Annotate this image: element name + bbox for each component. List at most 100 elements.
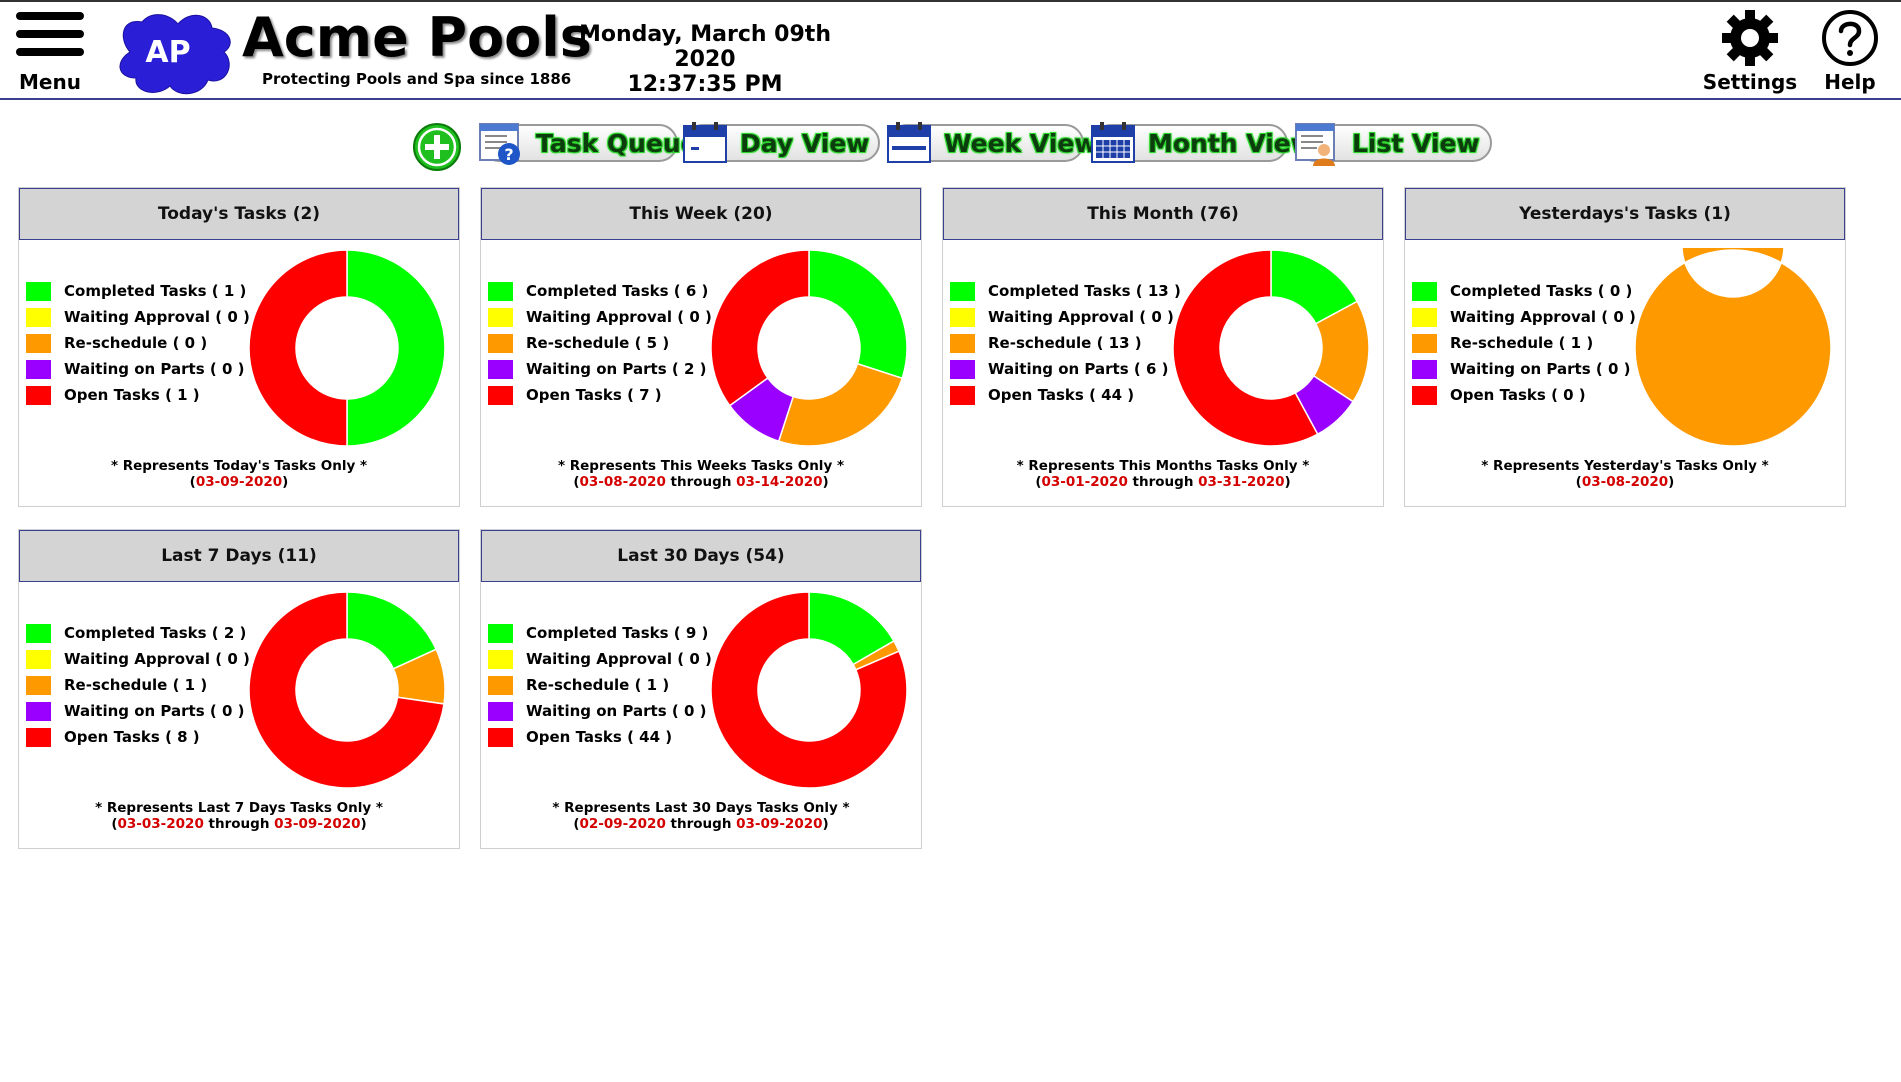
card-title[interactable]: This Week (20) — [481, 188, 921, 240]
legend-swatch — [488, 282, 513, 301]
legend-label: Re-schedule ( 1 ) — [64, 676, 208, 694]
card-date-range: (03-08-2020) — [1575, 474, 1675, 490]
range-end: 03-09-2020 — [274, 816, 361, 832]
legend-count: ( 9 ) — [673, 624, 709, 642]
legend-count: ( 0 ) — [172, 334, 208, 352]
legend-swatch — [1412, 386, 1437, 405]
legend-swatch — [26, 386, 51, 405]
card-last-7-days: Last 7 Days (11) Completed Tasks ( 2 ) W… — [18, 529, 460, 849]
range-join: through — [1127, 474, 1199, 490]
help-button[interactable]: Help — [1810, 6, 1890, 98]
legend-swatch — [26, 360, 51, 379]
calendar-week-icon — [887, 122, 931, 163]
card-footnote: * Represents This Months Tasks Only * — [1016, 458, 1310, 474]
legend-swatch — [26, 624, 51, 643]
add-task-button[interactable] — [412, 122, 462, 172]
gear-icon — [1722, 10, 1778, 66]
day-view-button[interactable]: Day View — [683, 122, 880, 163]
legend-swatch — [488, 360, 513, 379]
legend-swatch — [950, 282, 975, 301]
legend-count: ( 5 ) — [634, 334, 670, 352]
svg-text:?: ? — [504, 145, 513, 164]
legend-count: ( 0 ) — [1597, 282, 1633, 300]
card-footnote: * Represents Today's Tasks Only * — [110, 458, 368, 474]
donut-slice-completed[interactable] — [808, 249, 908, 380]
donut-slice-reschedule[interactable] — [1634, 248, 1832, 447]
legend-count: ( 1 ) — [172, 676, 208, 694]
settings-label: Settings — [1702, 70, 1798, 94]
donut-slice-open[interactable] — [1172, 249, 1319, 447]
list-view-icon — [1295, 123, 1335, 166]
legend-label: Open Tasks ( 44 ) — [526, 728, 673, 746]
legend-count: ( 6 ) — [673, 282, 709, 300]
card-title[interactable]: Today's Tasks (2) — [19, 188, 459, 240]
card-date-range: (03-01-2020 through 03-31-2020) — [1035, 474, 1291, 490]
menu-button[interactable]: Menu — [14, 12, 86, 96]
donut-slice-open[interactable] — [248, 249, 348, 447]
card-date-range: (03-09-2020) — [189, 474, 289, 490]
legend-count: ( 1 ) — [165, 386, 200, 404]
legend-count: ( 13 ) — [1135, 282, 1181, 300]
legend-label: Waiting Approval ( 0 ) — [526, 308, 712, 326]
legend-swatch — [488, 386, 513, 405]
legend-label: Waiting Approval ( 0 ) — [64, 308, 250, 326]
legend-label: Waiting Approval ( 0 ) — [1450, 308, 1636, 326]
legend-label: Waiting Approval ( 0 ) — [64, 650, 250, 668]
legend-swatch — [950, 360, 975, 379]
legend-label: Re-schedule ( 0 ) — [64, 334, 208, 352]
donut-slice-open[interactable] — [248, 591, 445, 789]
month-view-button[interactable]: Month View — [1091, 122, 1314, 163]
legend-count: ( 0 ) — [1595, 360, 1631, 378]
legend-label: Re-schedule ( 1 ) — [1450, 334, 1594, 352]
range-start: 03-03-2020 — [117, 816, 204, 832]
donut-slice-reschedule[interactable] — [777, 362, 904, 447]
legend-count: ( 2 ) — [211, 624, 247, 642]
legend-label: Waiting Approval ( 0 ) — [526, 650, 712, 668]
donut-slice-completed[interactable] — [346, 249, 446, 447]
card-footnote: * Represents This Weeks Tasks Only * — [558, 458, 844, 474]
settings-button[interactable]: Settings — [1702, 6, 1798, 98]
legend-label: Waiting Approval ( 0 ) — [988, 308, 1174, 326]
donut-chart — [248, 249, 446, 447]
legend-swatch — [488, 728, 513, 747]
card-title[interactable]: Yesterdays's Tasks (1) — [1405, 188, 1845, 240]
legend-count: ( 13 ) — [1096, 334, 1142, 352]
card-this-month: This Month (76) Completed Tasks ( 13 ) W… — [942, 187, 1384, 507]
legend-count: ( 0 ) — [209, 360, 245, 378]
donut-slice-open[interactable] — [710, 249, 810, 407]
logo-text: AP — [145, 35, 190, 70]
menu-bar — [16, 30, 84, 38]
legend-swatch — [950, 308, 975, 327]
legend-swatch — [488, 624, 513, 643]
card-last-30-days: Last 30 Days (54) Completed Tasks ( 9 ) … — [480, 529, 922, 849]
legend-swatch — [1412, 308, 1437, 327]
view-toolbar: ? Task Queue Day View Week View Month — [412, 120, 1492, 172]
range-join: through — [665, 816, 737, 832]
legend-count: ( 44 ) — [1089, 386, 1135, 404]
calendar-month-icon — [1091, 122, 1135, 163]
legend-count: ( 0 ) — [1601, 308, 1636, 326]
legend-count: ( 0 ) — [1551, 386, 1586, 404]
donut-chart — [1634, 248, 1832, 447]
task-queue-icon: ? — [479, 123, 520, 165]
card-title[interactable]: Last 30 Days (54) — [481, 530, 921, 582]
card-title[interactable]: This Month (76) — [943, 188, 1383, 240]
week-view-button[interactable]: Week View — [887, 122, 1097, 163]
help-label: Help — [1824, 70, 1876, 94]
card-title[interactable]: Last 7 Days (11) — [19, 530, 459, 582]
range-start: 03-09-2020 — [195, 474, 283, 490]
card-footnote: * Represents Last 7 Days Tasks Only * — [95, 800, 383, 816]
legend-label: Open Tasks ( 1 ) — [64, 386, 200, 404]
list-view-button[interactable]: List View — [1295, 123, 1492, 166]
legend-label: Waiting on Parts ( 0 ) — [526, 702, 707, 720]
legend-swatch — [26, 650, 51, 669]
range-start: 03-08-2020 — [579, 474, 666, 490]
donut-slice-open[interactable] — [710, 591, 908, 789]
menu-bar — [16, 12, 84, 20]
task-queue-button[interactable]: ? Task Queue — [479, 123, 698, 165]
legend-count: ( 8 ) — [165, 728, 200, 746]
task-queue-label: Task Queue — [536, 129, 698, 158]
legend-count: ( 1 ) — [1558, 334, 1594, 352]
legend-label: Completed Tasks ( 0 ) — [1450, 282, 1633, 300]
donut-chart — [710, 591, 908, 789]
